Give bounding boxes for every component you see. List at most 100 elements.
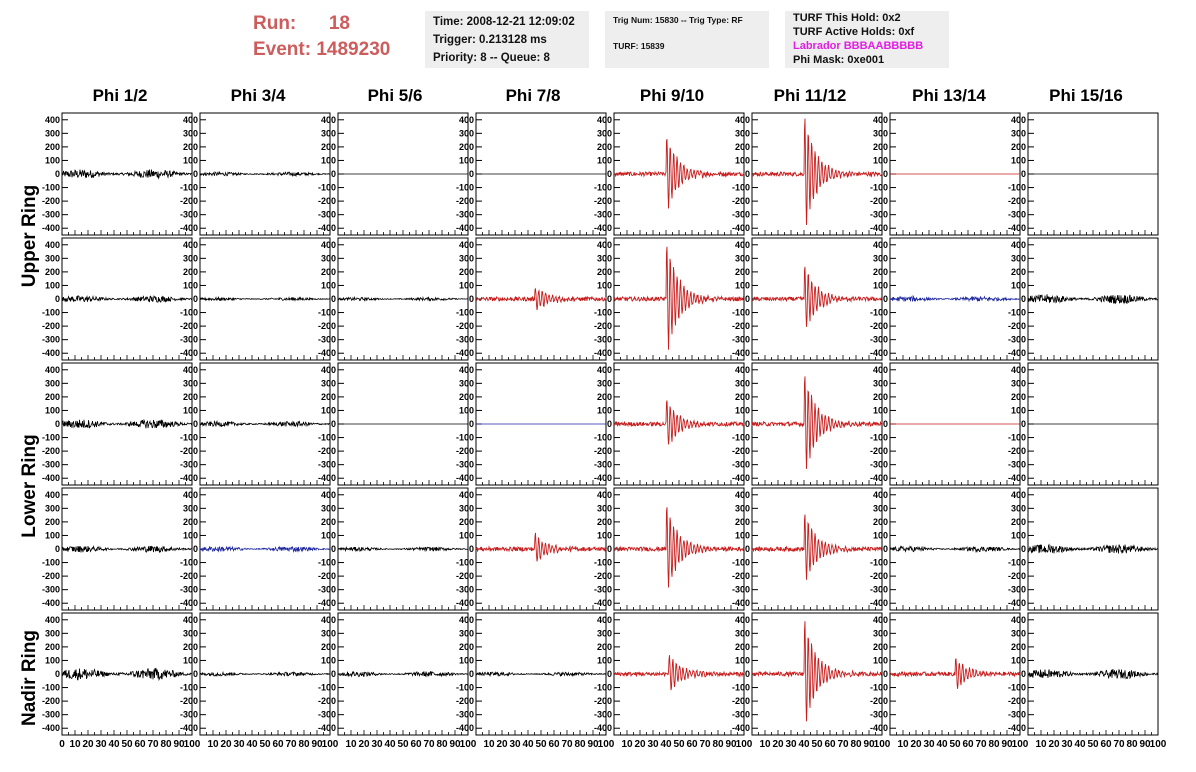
y-tick-label-r2-c0-0: 400	[45, 365, 60, 375]
y-tick-label-r4-c3-2: 200	[459, 642, 474, 652]
y-tick-label-r4-c6-4: 0	[883, 669, 888, 679]
x-tick-label-c0-9: 100	[184, 739, 201, 750]
y-tick-label-r2-c1-1: 300	[183, 378, 198, 388]
waveform-r2-c0	[61, 418, 193, 429]
y-tick-label-r4-c2-4: 0	[331, 669, 336, 679]
y-tick-label-r1-c7-7: -300	[1008, 335, 1026, 345]
y-tick-label-r0-c7-8: -400	[1008, 223, 1026, 233]
y-tick-label-r1-c7-3: 100	[1011, 280, 1026, 290]
y-tick-label-r3-c1-5: -100	[180, 558, 198, 568]
y-tick-label-r1-c3-8: -400	[456, 348, 474, 358]
y-tick-label-r0-c2-5: -100	[318, 183, 336, 193]
waveform-r1-c7	[1027, 294, 1159, 305]
x-tick-label-c0-6: 70	[147, 739, 159, 750]
turf-active-holds-text: TURF Active Holds: 0xf	[793, 26, 915, 38]
y-tick-label-r3-c4-1: 300	[597, 503, 612, 513]
x-tick-label-c5-1: 20	[772, 739, 784, 750]
y-tick-label-r4-c5-6: -200	[732, 696, 750, 706]
x-tick-label-c2-0: 10	[345, 739, 357, 750]
y-tick-label-r4-c3-4: 0	[469, 669, 474, 679]
y-tick-label-r1-c0-3: 100	[45, 280, 60, 290]
y-tick-label-r1-c5-5: -100	[732, 308, 750, 318]
x-tick-label-c6-7: 80	[988, 739, 1000, 750]
y-tick-label-r2-c2-7: -300	[318, 460, 336, 470]
y-tick-label-r2-c0-4: 0	[55, 419, 60, 429]
y-tick-label-r0-c6-8: -400	[870, 223, 888, 233]
waveform-r0-c0	[61, 169, 193, 180]
y-tick-label-r4-c0-7: -300	[42, 710, 60, 720]
y-tick-label-r2-c7-4: 0	[1021, 419, 1026, 429]
y-tick-label-r4-c7-5: -100	[1008, 683, 1026, 693]
y-tick-label-r0-c1-5: -100	[180, 183, 198, 193]
y-tick-label-r2-c7-0: 400	[1011, 365, 1026, 375]
y-tick-label-r0-c3-0: 400	[459, 115, 474, 125]
y-tick-label-r0-c4-4: 0	[607, 169, 612, 179]
x-tick-label-c2-2: 30	[371, 739, 383, 750]
y-tick-label-r1-c6-8: -400	[870, 348, 888, 358]
y-tick-label-r0-c2-7: -300	[318, 210, 336, 220]
y-tick-label-r0-c4-3: 100	[597, 155, 612, 165]
y-tick-label-r3-c5-5: -100	[732, 558, 750, 568]
y-tick-label-r1-c5-7: -300	[732, 335, 750, 345]
y-tick-label-r4-c7-1: 300	[1011, 628, 1026, 638]
y-tick-label-r0-c5-8: -400	[732, 223, 750, 233]
y-tick-label-r4-c6-6: -200	[870, 696, 888, 706]
y-tick-label-r3-c4-5: -100	[594, 558, 612, 568]
y-tick-label-r4-c7-0: 400	[1011, 615, 1026, 625]
waveform-r1-c4	[613, 246, 745, 350]
y-tick-label-r2-c6-0: 400	[873, 365, 888, 375]
waveform-r4-c7	[1027, 668, 1159, 680]
y-tick-label-r2-c0-5: -100	[42, 433, 60, 443]
y-tick-label-r4-c0-0: 400	[45, 615, 60, 625]
y-tick-label-r3-c0-2: 200	[45, 517, 60, 527]
y-tick-label-r0-c1-8: -400	[180, 223, 198, 233]
x-tick-label-c6-8: 90	[1001, 739, 1013, 750]
trig-num-text: Trig Num: 15830 -- Trig Type: RF	[613, 15, 743, 25]
y-tick-label-r4-c6-8: -400	[870, 723, 888, 733]
y-tick-label-r3-c3-6: -200	[456, 571, 474, 581]
y-tick-label-r2-c1-0: 400	[183, 365, 198, 375]
y-tick-label-r3-c4-4: 0	[607, 544, 612, 554]
y-tick-label-r1-c1-2: 200	[183, 267, 198, 277]
waveform-r4-c4	[613, 655, 745, 691]
x-tick-label-c5-3: 40	[798, 739, 810, 750]
turf-info-box: TURF This Hold: 0x2 TURF Active Holds: 0…	[785, 11, 949, 68]
x-tick-label-c6-4: 50	[949, 739, 961, 750]
y-tick-label-r3-c2-8: -400	[318, 598, 336, 608]
y-tick-label-r0-c6-3: 100	[873, 155, 888, 165]
y-tick-label-r0-c0-2: 200	[45, 142, 60, 152]
y-tick-label-r4-c4-8: -400	[594, 723, 612, 733]
y-tick-label-r1-c3-3: 100	[459, 280, 474, 290]
y-tick-label-r2-c7-6: -200	[1008, 446, 1026, 456]
priority-text: Priority: 8 -- Queue: 8	[433, 52, 550, 64]
y-tick-label-r3-c1-2: 200	[183, 517, 198, 527]
y-tick-label-r0-c3-4: 0	[469, 169, 474, 179]
y-tick-label-r0-c2-4: 0	[331, 169, 336, 179]
y-tick-label-r1-c6-2: 200	[873, 267, 888, 277]
y-tick-label-r3-c4-2: 200	[597, 517, 612, 527]
y-tick-label-r1-c4-6: -200	[594, 321, 612, 331]
y-tick-label-r0-c1-3: 100	[183, 155, 198, 165]
y-tick-label-r4-c3-3: 100	[459, 655, 474, 665]
x-tick-label-c1-2: 30	[233, 739, 245, 750]
y-tick-label-r1-c5-1: 300	[735, 253, 750, 263]
y-tick-label-r2-c0-2: 200	[45, 392, 60, 402]
y-tick-label-r3-c0-7: -300	[42, 585, 60, 595]
y-tick-label-r2-c5-0: 400	[735, 365, 750, 375]
x-tick-label-c1-3: 40	[246, 739, 258, 750]
y-tick-label-r0-c6-1: 300	[873, 128, 888, 138]
event-line: Event: 1489230	[253, 37, 390, 63]
waveform-r2-c4	[613, 400, 745, 445]
y-tick-label-r4-c1-3: 100	[183, 655, 198, 665]
x-tick-label-c0-0: 10	[69, 739, 81, 750]
y-tick-label-r3-c5-1: 300	[735, 503, 750, 513]
waveform-r1-c2	[337, 296, 468, 302]
y-tick-label-r4-c2-6: -200	[318, 696, 336, 706]
y-tick-label-r2-c5-1: 300	[735, 378, 750, 388]
y-tick-label-r3-c1-1: 300	[183, 503, 198, 513]
y-tick-label-r2-c4-3: 100	[597, 405, 612, 415]
y-tick-label-r1-c5-3: 100	[735, 280, 750, 290]
y-tick-label-r3-c3-3: 100	[459, 530, 474, 540]
y-tick-label-r1-c6-3: 100	[873, 280, 888, 290]
